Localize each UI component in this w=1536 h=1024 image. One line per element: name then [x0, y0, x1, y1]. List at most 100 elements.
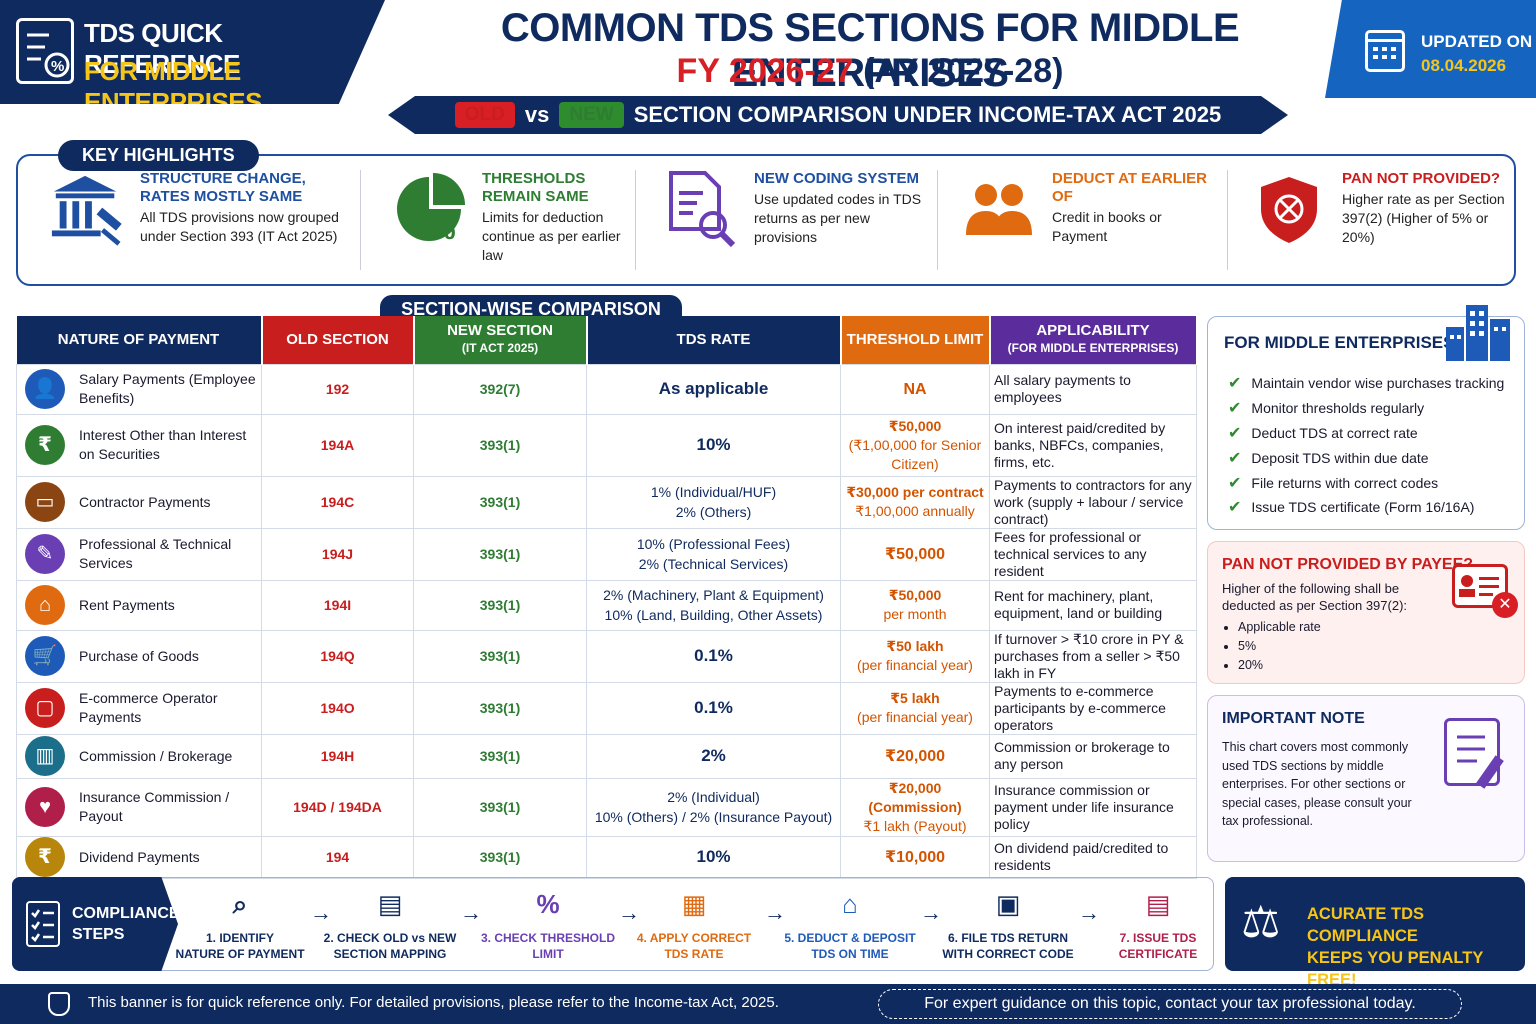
cell-tds-rate: 10%	[586, 835, 841, 879]
building-icon	[1446, 305, 1510, 361]
shopping-bag-icon: ▢	[25, 688, 65, 728]
cell-nature: ▭ Contractor Payments	[16, 475, 262, 529]
check-icon: ✔	[1228, 449, 1242, 467]
arrow-right-icon: →	[1078, 900, 1100, 925]
step-line1: 1. IDENTIFY	[205, 931, 274, 945]
cell-tds-rate: 2% (Individual) 10% (Others) / 2% (Insura…	[586, 777, 841, 837]
page-title: COMMON TDS SECTIONS FOR MIDDLE ENTERPRIS…	[500, 6, 1240, 95]
rupee-coin-icon: ₹	[25, 837, 65, 877]
pan-rate-item: 5%	[1238, 637, 1321, 656]
cart-icon: 🛒	[25, 636, 65, 676]
svg-text:%: %	[429, 213, 456, 246]
table-row: ⌂ Rent Payments 194I 393(1) 2% (Machinery, P…	[16, 579, 1197, 631]
threshold-line1: ₹50,000	[888, 587, 942, 603]
arrow-right-icon: →	[764, 900, 786, 925]
accurate-line2: KEEPS YOU PENALTY FREE!	[1307, 949, 1484, 989]
cell-threshold: NA	[840, 363, 990, 415]
shield-badge-icon	[1250, 170, 1328, 248]
middle-enterprises-panel: FOR MIDDLE ENTERPRISES ✔ Maintain vendor …	[1207, 305, 1525, 530]
cell-new-section: 393(1)	[413, 681, 587, 735]
highlight-desc: Higher rate as per Section 397(2) (Highe…	[1342, 191, 1505, 245]
rate-line1: 10%	[696, 847, 731, 866]
step-line2: LIMIT	[532, 947, 564, 961]
highlight-title: STRUCTURE CHANGE, RATES MOSTLY SAME	[140, 170, 306, 205]
cell-new-section: 393(1)	[413, 733, 587, 779]
threshold-line1: ₹50,000	[884, 545, 946, 563]
step-line2: WITH CORRECT CODE	[942, 947, 1074, 961]
compliance-step: ⌂ 5. DEDUCT & DEPOSIT TDS ON TIME	[780, 884, 920, 962]
step-line1: 5. DEDUCT & DEPOSIT	[784, 931, 916, 945]
cell-nature: ✎ Professional & Technical Services	[16, 527, 262, 581]
header-applicability: APPLICABILITY (FOR MIDDLE ENTERPRISES)	[989, 316, 1198, 364]
old-tag: OLD	[454, 102, 515, 128]
error-x-icon: ✕	[1492, 592, 1518, 618]
compliance-step: ▣ 6. FILE TDS RETURN WITH CORRECT CODE	[938, 884, 1078, 962]
threshold-line2: ₹1 lakh (Payout)	[863, 817, 967, 834]
compliance-steps-header: COMPLIANCE STEPS	[12, 877, 178, 971]
checklist-item: ✔ Issue TDS certificate (Form 16/16A)	[1228, 495, 1504, 520]
arrow-right-icon: →	[618, 900, 640, 925]
highlight-pan: PAN NOT PROVIDED? Higher rate as per Sec…	[1250, 170, 1510, 280]
cell-tds-rate: 1% (Individual/HUF) 2% (Others)	[586, 475, 841, 529]
compliance-step: % 3. CHECK THRESHOLD LIMIT	[478, 884, 618, 962]
certificate-icon: ▤	[1145, 889, 1171, 919]
badge-subtitle: FOR MIDDLE ENTERPRISES	[84, 56, 263, 117]
calendar-icon	[1365, 30, 1405, 72]
rate-line1: 1% (Individual/HUF)	[650, 484, 777, 500]
highlight-desc: All TDS provisions now grouped under Sec…	[140, 209, 339, 244]
vs-text: vs	[524, 102, 550, 127]
clipboard-percent-icon: %	[16, 18, 74, 84]
new-tag: NEW	[559, 102, 624, 128]
rate-line1: As applicable	[658, 379, 769, 398]
checklist-item: ✔ Maintain vendor wise purchases tracking	[1228, 371, 1504, 396]
cell-threshold: ₹20,000	[840, 733, 990, 779]
pan-rate-list: Applicable rate5%20%	[1238, 618, 1321, 675]
pan-rate-item: 20%	[1238, 656, 1321, 675]
threshold-line2: (₹1,00,000 for Senior Citizen)	[848, 436, 982, 472]
checklist-text: File returns with correct codes	[1251, 474, 1439, 491]
highlight-coding: NEW CODING SYSTEM Use updated codes in T…	[662, 170, 932, 280]
cell-new-section: 393(1)	[413, 629, 587, 683]
footer-disclaimer: This banner is for quick reference only.…	[88, 994, 779, 1011]
cell-tds-rate: 2% (Machinery, Plant & Equipment) 10% (La…	[586, 579, 841, 631]
pan-rate-item: Applicable rate	[1238, 618, 1321, 637]
important-note-panel: IMPORTANT NOTE This chart covers most co…	[1207, 695, 1525, 862]
checklist-text: Maintain vendor wise purchases tracking	[1251, 375, 1505, 392]
step-line1: 4. APPLY CORRECT	[636, 931, 752, 945]
check-icon: ✔	[1228, 375, 1242, 393]
nature-text: Insurance Commission / Payout	[79, 789, 230, 824]
cell-threshold: ₹20,000 (Commission) ₹1 lakh (Payout)	[840, 777, 990, 837]
check-icon: ✔	[1228, 424, 1242, 442]
header-app-sub: (FOR MIDDLE ENTERPRISES)	[1007, 341, 1179, 356]
cell-old-section: 192	[261, 363, 414, 415]
arrow-right-icon: →	[310, 900, 332, 925]
rate-line1: 2% (Individual)	[667, 789, 760, 805]
arrow-right-icon: →	[920, 900, 942, 925]
step-line2: CERTIFICATE	[1118, 947, 1198, 961]
nature-text: Professional & Technical Services	[79, 536, 232, 571]
shield-heart-icon: ♥	[25, 787, 65, 827]
step-line1: 6. FILE TDS RETURN	[947, 931, 1068, 945]
cell-nature: ▢ E-commerce Operator Payments	[16, 681, 262, 735]
key-highlights-title: KEY HIGHLIGHTS	[58, 140, 259, 171]
scales-icon: ⚖	[1241, 898, 1281, 947]
house-icon: ⌂	[25, 585, 65, 625]
pan-not-provided-panel: PAN NOT PROVIDED BY PAYEE? Higher of the…	[1207, 541, 1525, 684]
step-line1: 7. ISSUE TDS	[1119, 931, 1197, 945]
nature-text: Contractor Payments	[79, 493, 211, 510]
shield-logo-icon	[48, 992, 70, 1016]
cell-new-section: 393(1)	[413, 475, 587, 529]
highlight-title: DEDUCT AT EARLIER OF	[1052, 170, 1207, 205]
step-line2: TDS RATE	[664, 947, 724, 961]
accurate-text: ACURATE TDS COMPLIANCE KEEPS YOU PENALTY …	[1307, 903, 1525, 991]
cell-threshold: ₹5 lakh (per financial year)	[840, 681, 990, 735]
cell-new-section: 392(7)	[413, 363, 587, 415]
header-nature: NATURE OF PAYMENT	[16, 316, 263, 364]
cell-threshold: ₹50 lakh (per financial year)	[840, 629, 990, 683]
checklist-text: Deduct TDS at correct rate	[1251, 424, 1418, 441]
table-row: ▭ Contractor Payments 194C 393(1) 1% (Indivi…	[16, 475, 1197, 529]
arrow-right-icon: →	[460, 900, 482, 925]
employee-icon: 👤	[25, 369, 65, 409]
cell-threshold: ₹30,000 per contract ₹1,00,000 annually	[840, 475, 990, 529]
magnifier-icon: ⌕	[232, 889, 248, 919]
